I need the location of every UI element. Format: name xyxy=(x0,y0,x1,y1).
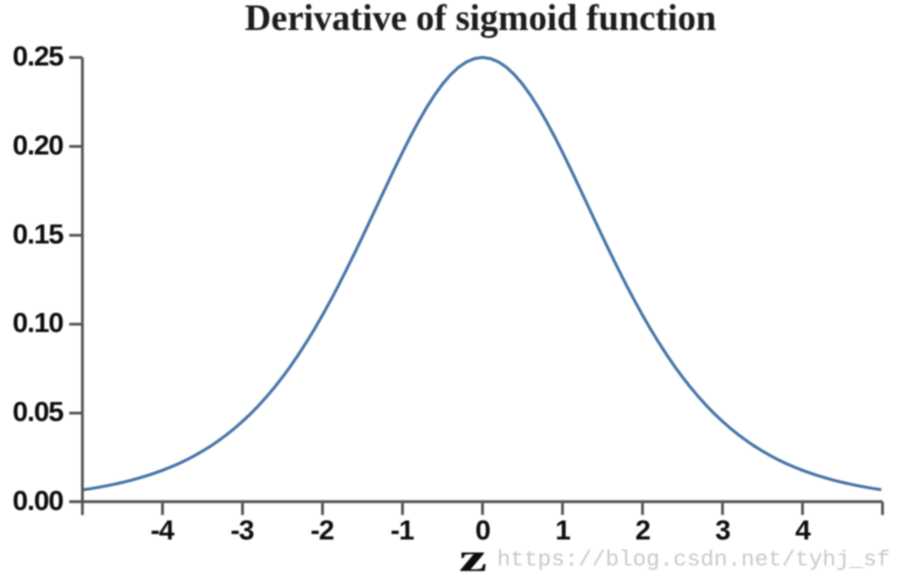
svg-text:0.15: 0.15 xyxy=(13,218,64,249)
svg-text:-3: -3 xyxy=(231,515,254,546)
svg-text:0.25: 0.25 xyxy=(13,41,64,72)
svg-text:4: 4 xyxy=(795,515,811,546)
svg-text:2: 2 xyxy=(635,515,650,546)
svg-text:Derivative of sigmoid function: Derivative of sigmoid function xyxy=(245,0,716,38)
svg-text:0.20: 0.20 xyxy=(13,129,64,160)
svg-text:z: z xyxy=(459,535,487,578)
svg-text:3: 3 xyxy=(715,515,730,546)
svg-text:0.05: 0.05 xyxy=(13,396,64,427)
svg-text:-4: -4 xyxy=(151,515,175,546)
svg-text:0.00: 0.00 xyxy=(13,485,64,516)
svg-text:0: 0 xyxy=(475,515,490,546)
svg-text:https://blog.csdn.net/tyhj_sf: https://blog.csdn.net/tyhj_sf xyxy=(497,547,890,573)
svg-text:1: 1 xyxy=(555,515,570,546)
svg-text:0.10: 0.10 xyxy=(13,307,64,338)
svg-text:-1: -1 xyxy=(391,515,414,546)
svg-text:-2: -2 xyxy=(311,515,334,546)
